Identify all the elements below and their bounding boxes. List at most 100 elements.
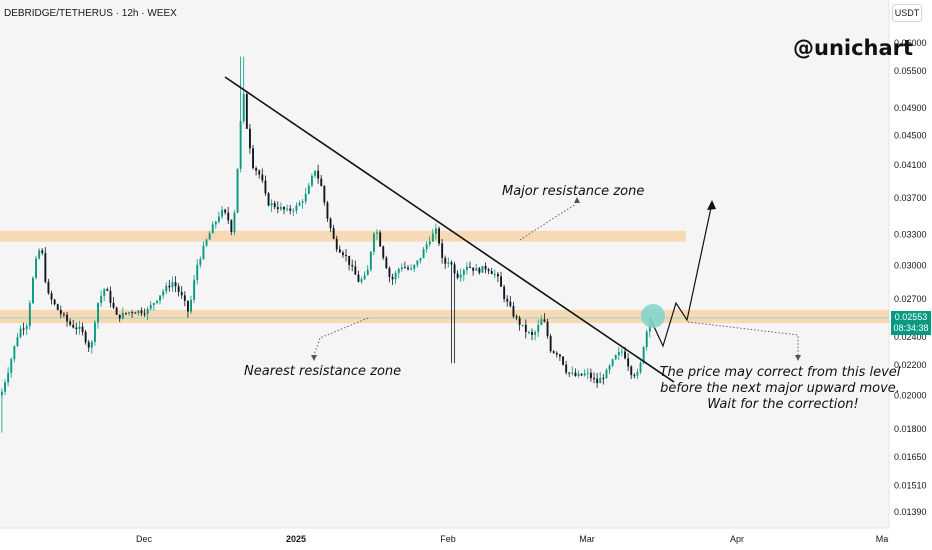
candle-body <box>441 243 444 259</box>
candle-body <box>617 352 620 356</box>
candle-body <box>357 274 360 282</box>
candle-body <box>143 313 146 315</box>
candle-body <box>239 121 242 169</box>
note-line-3: Wait for the correction! <box>707 397 858 412</box>
candle-body <box>614 355 617 360</box>
candle-body <box>301 201 304 203</box>
candle-body <box>416 260 419 265</box>
candle-body <box>642 346 645 363</box>
nearest-resistance-zone[interactable] <box>0 309 889 324</box>
time-tick-label: Ma <box>876 534 889 544</box>
candle-body <box>137 310 140 314</box>
candle-body <box>94 322 96 342</box>
candle-body <box>211 224 214 234</box>
candle-body <box>146 308 149 315</box>
candle-body <box>292 210 295 212</box>
candle-body <box>329 218 332 229</box>
candle-body <box>103 289 106 296</box>
candle-body <box>580 373 583 376</box>
candle-body <box>404 267 406 269</box>
major-zone-callout-arrow <box>574 197 580 203</box>
candle-body <box>16 337 19 347</box>
price-highlight-circle[interactable] <box>641 304 665 328</box>
nearest-zone-callout-line <box>313 317 369 356</box>
candle-body <box>323 186 326 203</box>
candle-body <box>174 282 177 287</box>
plot-area[interactable] <box>0 0 889 528</box>
candle-body <box>168 285 171 288</box>
candle-body <box>252 148 254 168</box>
candle-body <box>314 170 316 176</box>
projection-arrowhead <box>707 200 716 210</box>
price-tick-label: 0.03300 <box>894 230 927 240</box>
price-tick-label: 0.02000 <box>894 390 927 400</box>
projection-path[interactable] <box>649 202 713 348</box>
candle-body <box>410 268 413 270</box>
candle-body <box>515 316 518 318</box>
candle-body <box>38 250 41 259</box>
price-tick-label: 0.02400 <box>894 332 927 342</box>
candle-body <box>112 302 115 308</box>
candle-body <box>394 272 397 280</box>
candle-body <box>332 228 335 239</box>
candle-body <box>32 277 34 304</box>
price-tick-label: 0.04900 <box>894 103 927 113</box>
candle-body <box>360 279 363 282</box>
candle-body <box>152 303 155 305</box>
candle-body <box>586 372 589 374</box>
candle-body <box>493 273 496 275</box>
candle-body <box>506 298 509 302</box>
candle-body <box>109 290 112 303</box>
candle-body <box>574 372 577 376</box>
candle-body <box>121 312 124 319</box>
candle-body <box>190 299 192 312</box>
price-axis[interactable] <box>889 0 932 528</box>
candle-body <box>35 258 37 278</box>
candle-body <box>431 233 434 242</box>
candle-body <box>630 366 633 376</box>
candle-body <box>559 354 561 357</box>
candle-body <box>280 206 282 210</box>
candle-body <box>289 208 292 211</box>
currency-selector[interactable]: USDT <box>892 4 922 22</box>
candle-body <box>56 304 59 310</box>
candle-body <box>307 185 310 194</box>
candle-body <box>627 358 630 367</box>
candle-body <box>59 309 62 315</box>
price-tick-label: 0.01390 <box>894 507 927 517</box>
candle-body <box>611 359 614 366</box>
price-tick-label: 0.06000 <box>894 38 927 48</box>
candle-body <box>118 314 121 319</box>
candle-body <box>47 281 50 294</box>
candle-body <box>72 324 75 328</box>
candle-body <box>543 319 546 322</box>
candle-body <box>180 291 183 296</box>
candle-body <box>636 372 639 376</box>
candle-body <box>583 373 586 376</box>
candle-body <box>373 233 375 252</box>
time-axis[interactable] <box>0 528 932 550</box>
candle-body <box>475 268 478 271</box>
candle-body <box>568 372 571 374</box>
candle-body <box>425 244 428 250</box>
time-tick-label: Mar <box>579 534 595 544</box>
candle-body <box>4 382 6 392</box>
price-tick-label: 0.05500 <box>894 66 927 76</box>
candle-body <box>407 267 409 270</box>
candle-body <box>177 286 180 292</box>
descending-trendline[interactable] <box>224 76 675 383</box>
candle-body <box>264 180 267 194</box>
time-tick-label: Dec <box>136 534 153 544</box>
candle-body <box>236 168 239 213</box>
candle-body <box>63 314 65 316</box>
candle-body <box>311 175 313 186</box>
candle-body <box>97 302 99 323</box>
candle-body <box>447 262 450 264</box>
symbol-title[interactable]: DEBRIDGE/TETHERUS · 12h · WEEX <box>4 8 177 19</box>
note-line-2: before the next major upward move. <box>660 381 900 396</box>
candle-body <box>342 252 344 256</box>
candle-body <box>459 274 462 278</box>
candle-body <box>524 324 527 333</box>
major-resistance-zone[interactable] <box>0 230 686 242</box>
